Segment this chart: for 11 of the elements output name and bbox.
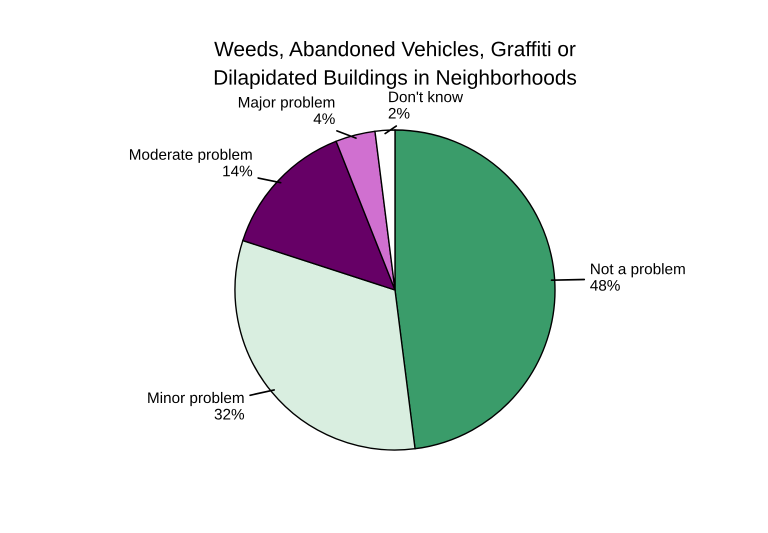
data-label: 2% — [388, 108, 410, 119]
slice-label: Don't know — [389, 91, 464, 102]
data-label: 4% — [314, 113, 335, 124]
chart-title: Weeds, Abandoned Vehicles, Graffiti or Dilapidated Buildings in Neighborhoods — [214, 41, 576, 89]
data-label: 48% — [590, 280, 620, 291]
slice-label: Moderate problem — [130, 148, 252, 163]
data-label: 32% — [214, 408, 244, 420]
slice-label: Minor problem — [148, 392, 244, 406]
data-label: 14% — [223, 166, 252, 176]
slice-label: Major problem — [238, 96, 334, 111]
slice-label: Not a problem — [591, 263, 685, 278]
